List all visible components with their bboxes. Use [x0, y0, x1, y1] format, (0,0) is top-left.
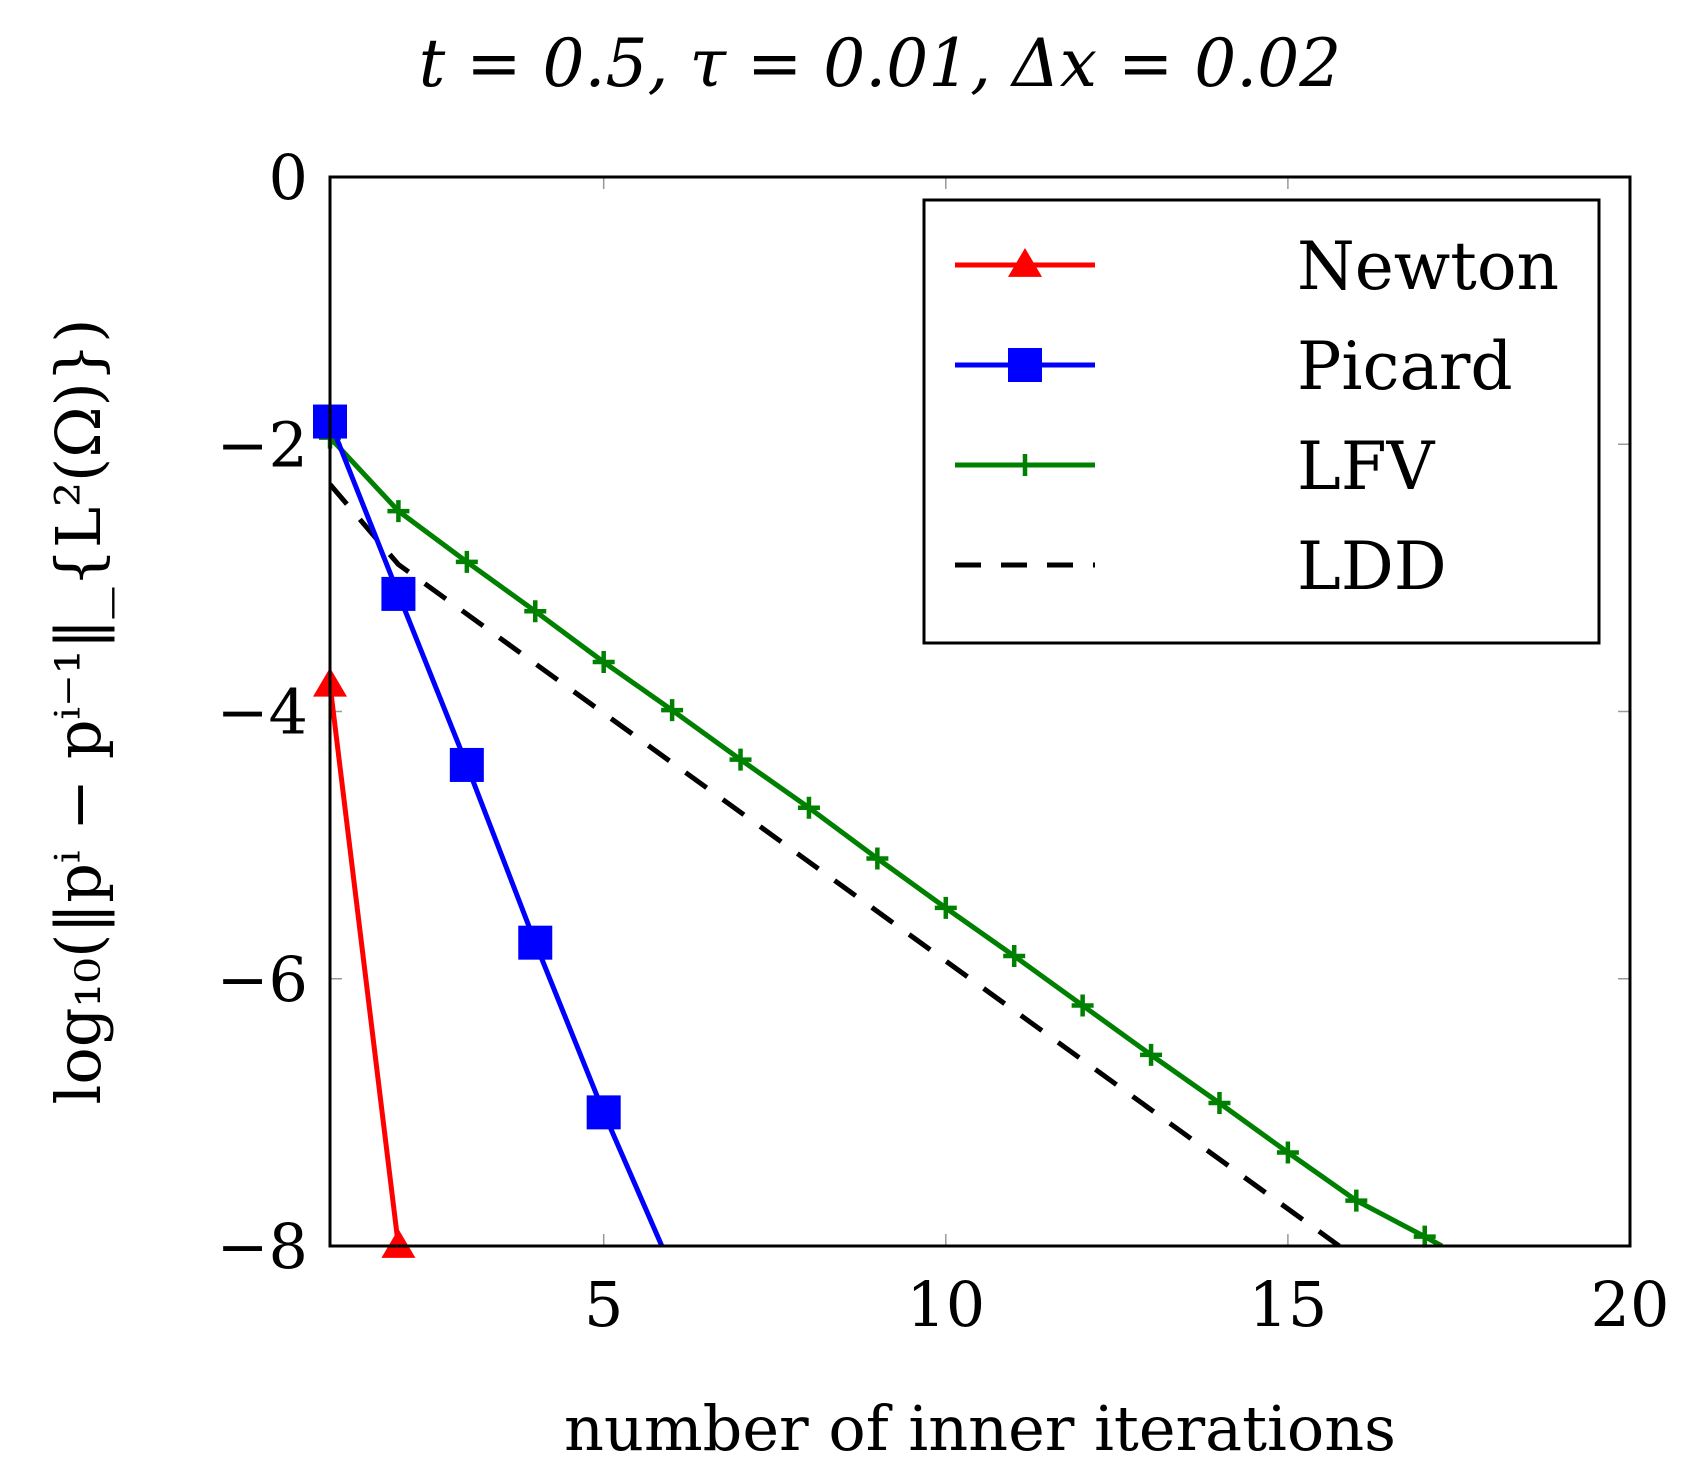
data-point-picard [518, 925, 553, 960]
data-point-lfv [524, 600, 547, 623]
legend-marker [1008, 348, 1042, 382]
data-point-lfv [1413, 1225, 1436, 1248]
series-ldd [330, 482, 1341, 1246]
plot-frame [328, 175, 1632, 1248]
legend-marker [1008, 248, 1042, 277]
data-point-picard [449, 747, 484, 782]
legend-item-newton: Newton [955, 228, 1559, 305]
y-tick-label: −2 [217, 408, 308, 481]
tick-labels: 5 10 15 20 0 −2 −4 −6 −8 [217, 141, 1670, 1341]
plot-series [313, 404, 1444, 1258]
data-point-lfv [1003, 945, 1026, 968]
data-point-lfv [934, 896, 957, 919]
data-point-lfv [729, 748, 752, 771]
data-point-lfv [866, 847, 889, 870]
x-axis-label: number of inner iterations [564, 1392, 1396, 1465]
data-point-lfv [387, 500, 410, 523]
legend-label: Newton [1297, 228, 1559, 305]
data-point-lfv [592, 651, 615, 674]
series-line-picard [330, 420, 665, 1246]
data-point-lfv [797, 796, 820, 819]
data-point-lfv [1071, 994, 1094, 1017]
legend-item-ldd: LDD [955, 528, 1447, 605]
legend-label: Picard [1297, 328, 1513, 405]
legend: Newton Picard LFV LDD [922, 198, 1601, 645]
x-tick-label: 20 [1591, 1268, 1670, 1341]
y-tick-label: −8 [217, 1210, 308, 1283]
series-line-newton [330, 684, 401, 1246]
y-tick-label: −6 [217, 943, 308, 1016]
data-point-lfv [1140, 1043, 1163, 1066]
series-line-ldd [330, 482, 1341, 1246]
data-point-lfv [661, 699, 684, 722]
y-tick-label: 0 [269, 141, 308, 214]
series-picard [313, 404, 665, 1246]
legend-marker [1014, 454, 1036, 476]
legend-label: LDD [1297, 528, 1447, 605]
data-point-lfv [455, 550, 478, 573]
x-tick-label: 5 [584, 1268, 623, 1341]
legend-item-lfv: LFV [955, 428, 1436, 505]
x-tick-label: 15 [1248, 1268, 1327, 1341]
legend-label: LFV [1297, 428, 1436, 505]
series-lfv [319, 426, 1444, 1248]
data-point-lfv [1345, 1189, 1368, 1212]
series-line-lfv [330, 435, 1444, 1246]
y-tick-label: −4 [217, 676, 308, 749]
y-axis-label: log₁₀(‖pⁱ − pⁱ⁻¹‖_{L²(Ω)}) [42, 319, 115, 1105]
chart-title: t = 0.5, τ = 0.01, Δx = 0.02 [419, 25, 1342, 102]
series-newton [313, 667, 416, 1258]
x-tick-label: 10 [906, 1268, 985, 1341]
data-point-picard [586, 1095, 621, 1130]
data-point-lfv [1208, 1092, 1231, 1115]
data-point-newton [381, 1229, 416, 1258]
data-point-lfv [1276, 1141, 1299, 1164]
data-point-picard [381, 576, 416, 611]
legend-item-picard: Picard [955, 328, 1513, 405]
